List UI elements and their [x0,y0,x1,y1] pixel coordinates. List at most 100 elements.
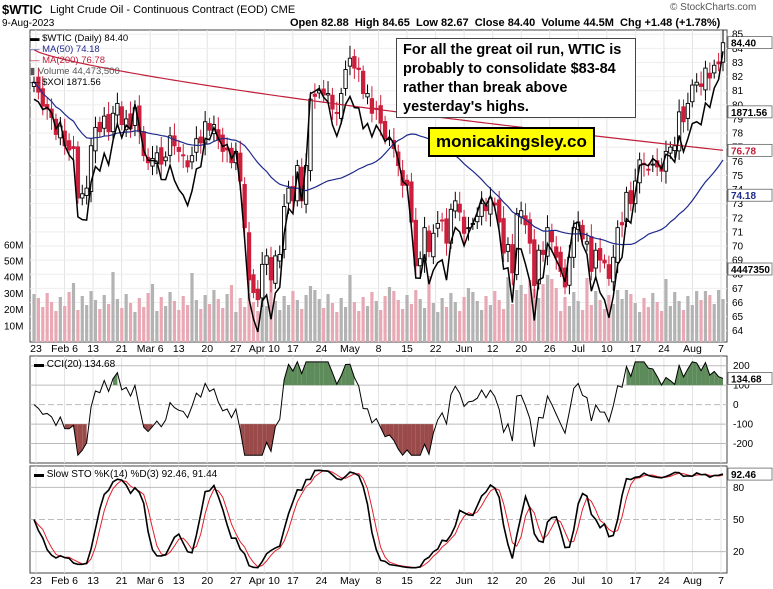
cci-overbought-fill [718,376,723,386]
volume-bar [168,292,172,342]
sto-title: ▬ Slow STO %K(14) %D(3) 92.46, 91.44 [34,469,218,480]
candle-body [167,135,173,156]
cci-overbought-fill [679,365,684,386]
volume-bar [89,291,93,342]
candle-body [255,288,260,301]
brand-label: monicakingsley.co [428,127,595,157]
cci-overbought-fill [297,361,302,386]
volume-bar [607,295,611,342]
volume-bar [71,283,76,342]
candle-body [650,163,655,166]
x-tick-label: Jul [572,343,585,355]
candle-body [339,93,344,119]
candle-body [163,156,168,162]
symbol-title: $WTIC [2,2,43,17]
x-tick-label: 24 [316,343,328,355]
cci-overbought-fill [328,361,333,386]
candle-body [264,255,269,265]
volume-bar [199,309,203,342]
candle-body [685,102,691,119]
volume-bars [32,272,725,342]
candle-body [668,146,673,154]
volume-bar [54,311,58,342]
candle-body [672,145,677,152]
candle-body [549,230,554,243]
volume-bar [651,293,655,342]
legend-xoi: — $XOI 1871.56 [30,77,101,88]
volume-bar [225,294,229,342]
cci-tick-label: -100 [733,420,753,431]
volume-bar [616,290,620,342]
candle-body [479,203,484,217]
volume-bar [515,290,519,342]
volume-bar [589,305,593,342]
volume-bar [427,276,431,342]
volume-bar [365,306,370,342]
volume-bar [717,290,721,342]
cci-overbought-fill [701,362,706,386]
volume-bar [396,300,400,342]
candle-body [431,232,436,258]
volume-bar [576,301,580,342]
volume-bar [181,296,185,342]
candle-body [532,239,537,286]
cci-oversold-fill [266,424,271,452]
price-value-tag-bg [727,36,773,50]
volume-bar [655,302,659,342]
price-tick-label: 73 [732,199,744,210]
cci-tick-label: 0 [733,400,739,411]
x-tick-label: Jun [456,575,473,587]
candle-body [602,259,607,264]
x-tick-label: May [340,343,361,355]
volume-bar [602,309,607,342]
candle-body [93,126,98,152]
volume-bar [414,290,418,342]
cci-overbought-fill [112,372,118,386]
cci-oversold-fill [420,424,425,456]
candle-body [567,256,572,286]
sto-tick-label: 80 [733,483,745,494]
volume-bar [269,274,273,342]
volume-bar [374,301,378,342]
legend-ma50: — MA(50) 74.18 [30,44,100,55]
volume-bar [383,296,387,342]
volume-bar [620,299,624,342]
candle-body [646,168,651,171]
x-tick-label: 15 [401,343,413,355]
candle-body [251,274,256,294]
cci-overbought-fill [652,368,658,386]
x-tick-label: 7 [718,575,724,587]
cci-overbought-fill [319,361,324,386]
candle-body [119,106,124,126]
volume-bar [554,288,558,342]
volume-bar [501,309,506,342]
volume-bar [115,299,119,342]
volume-bar [243,307,247,342]
candle-body [540,249,546,255]
volume-bar [462,297,466,342]
x-tick-label: 20 [515,575,527,587]
candle-body [66,140,72,151]
volume-bar [67,292,71,342]
volume-tick-label: 60M [4,240,23,251]
volume-bar [150,284,155,342]
volume-bar [594,291,598,342]
cci-oversold-fill [77,424,83,456]
x-tick-label: Mar 6 [137,343,164,355]
candle-body [435,222,440,229]
ma50-value-tag: 74.18 [731,191,756,202]
price-tick-label: 79 [732,114,744,125]
cci-oversold-fill [424,424,429,455]
sto-value-tag: 92.46 [731,470,756,481]
candle-body [97,121,102,133]
candle-body [606,264,612,279]
candle-body [246,232,252,281]
volume-bar [444,307,449,342]
candle-body [676,111,682,152]
volume-bar [142,307,146,342]
volume-tick-label: 30M [4,289,23,300]
candle-body [698,83,704,87]
candle-body [453,200,458,212]
candle-body [681,106,686,123]
candle-body [497,199,502,223]
